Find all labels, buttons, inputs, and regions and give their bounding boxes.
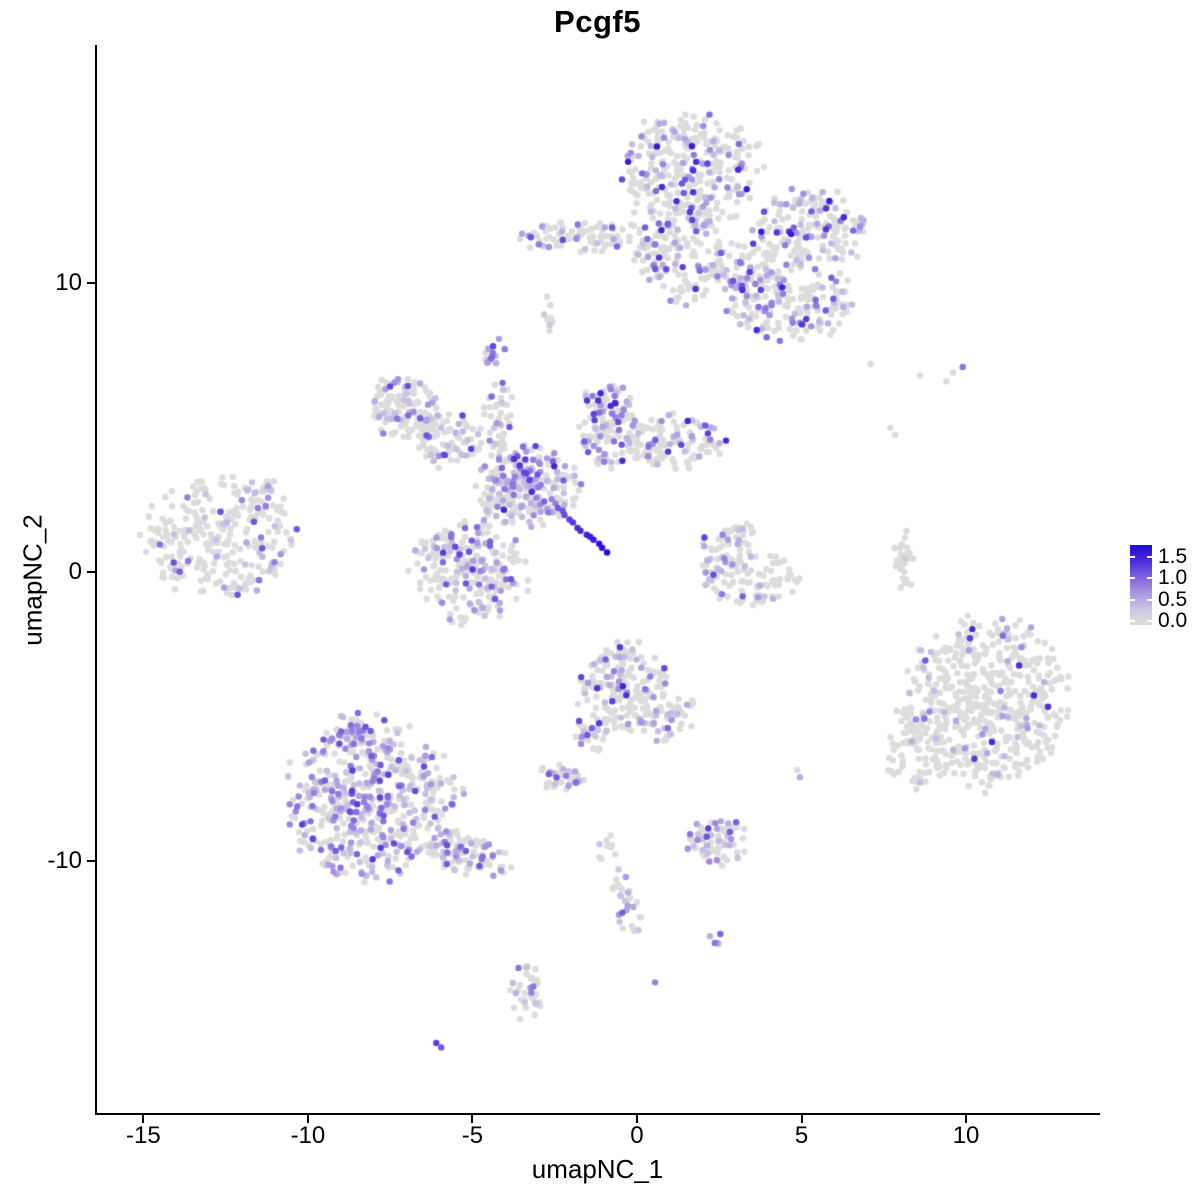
legend-tick-mark xyxy=(1147,620,1152,623)
legend-tick-label: 0.0 xyxy=(1158,609,1188,633)
x-axis-tick xyxy=(142,1115,145,1123)
y-axis-tick xyxy=(87,282,95,285)
x-axis-tick-label: 10 xyxy=(952,1122,980,1149)
y-axis-tick-label: -10 xyxy=(47,847,82,874)
y-axis-tick-label: 0 xyxy=(68,558,82,586)
legend-tick-label: 0.5 xyxy=(1158,587,1188,611)
x-axis-tick xyxy=(635,1115,638,1123)
legend-gradient-bar xyxy=(1130,545,1152,625)
legend-tick-label: 1.5 xyxy=(1158,544,1188,568)
legend-tick-mark xyxy=(1130,555,1135,558)
x-axis-tick-label: -10 xyxy=(290,1122,326,1149)
x-axis-tick xyxy=(965,1115,968,1123)
x-axis-tick-label: 5 xyxy=(794,1122,809,1149)
legend-tick-label: 1.0 xyxy=(1158,566,1188,590)
x-axis-tick-label: -15 xyxy=(126,1122,161,1149)
plot-title: Pcgf5 xyxy=(554,4,641,39)
plot-panel-axes xyxy=(95,45,1100,1115)
legend-tick-mark xyxy=(1147,598,1152,601)
legend-tick-mark xyxy=(1130,598,1135,601)
legend-tick-mark xyxy=(1130,577,1135,580)
y-axis-tick xyxy=(87,571,95,574)
x-axis-tick xyxy=(471,1115,474,1123)
x-axis-tick xyxy=(800,1115,803,1123)
x-axis-tick-label: -5 xyxy=(461,1122,484,1149)
x-axis-title: umapNC_1 xyxy=(531,1154,664,1184)
legend-tick-mark xyxy=(1147,577,1152,580)
legend-tick-mark xyxy=(1147,555,1152,558)
x-axis-tick xyxy=(306,1115,309,1123)
y-axis-tick xyxy=(87,860,95,862)
y-axis-tick-label: 10 xyxy=(55,269,82,297)
legend-tick-mark xyxy=(1130,620,1135,623)
x-axis-tick-label: 0 xyxy=(630,1122,644,1149)
